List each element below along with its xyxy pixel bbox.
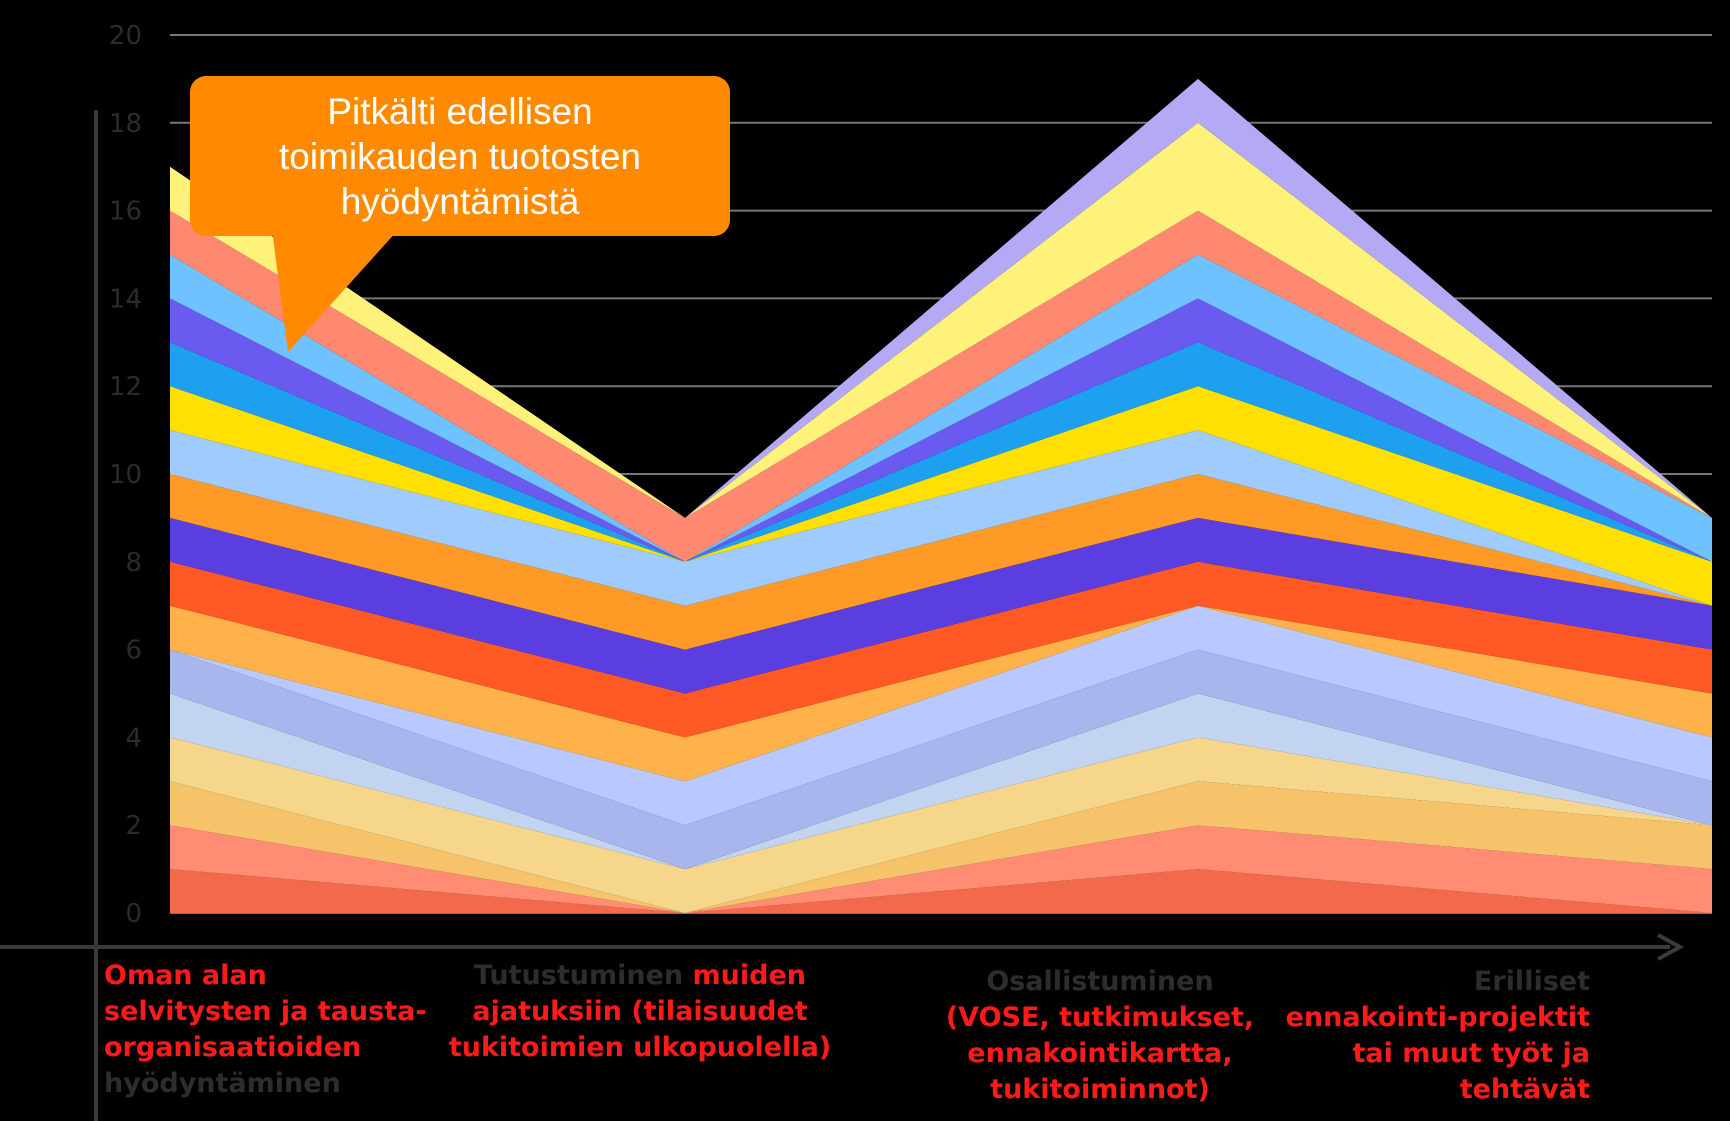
callout-line-1: Pitkälti edellisen [327, 90, 593, 132]
category-label-2-highlight: (VOSE, tutkimukset, ennakointikartta, tu… [945, 1002, 1255, 1105]
category-label-0: Oman alan selvitysten ja tausta-organisa… [104, 958, 434, 1102]
category-label-2-normal: Osallistuminen [986, 966, 1214, 997]
area-layer-8 [170, 561, 1712, 738]
y-tick-label: 2 [125, 811, 142, 841]
category-label-1: Tutustuminen muiden ajatuksiin (tilaisuu… [440, 958, 840, 1066]
callout-line-2: toimikauden tuotosten [278, 135, 641, 177]
area-layer-9 [170, 517, 1712, 694]
category-label-1-highlight: muiden ajatuksiin (tilaisuudet tukitoimi… [448, 960, 832, 1063]
area-layer-5 [170, 649, 1712, 870]
area-layer-19 [170, 78, 1712, 518]
y-tick-label: 8 [125, 548, 142, 578]
area-layer-12 [170, 386, 1712, 606]
area-layer-1 [170, 825, 1712, 913]
area-layer-4 [170, 693, 1712, 870]
area-layer-7 [170, 605, 1712, 782]
x-axis-arrowhead [1657, 933, 1685, 961]
area-layer-2 [170, 781, 1712, 913]
y-tick-label: 18 [109, 109, 142, 139]
area-layer-6 [170, 605, 1712, 826]
y-tick-label: 6 [125, 636, 142, 666]
category-label-3: Erilliset ennakointi-projektit tai muut … [1250, 964, 1590, 1108]
callout-annotation: Pitkälti edellisen toimikauden tuotosten… [190, 76, 730, 236]
category-label-0-normal: hyödyntäminen [104, 1068, 341, 1099]
callout-line-3: hyödyntämistä [340, 180, 580, 222]
y-tick-label: 12 [109, 372, 142, 402]
area-layer-0 [170, 869, 1712, 913]
area-layer-3 [170, 737, 1712, 913]
y-tick-label: 10 [109, 460, 142, 490]
y-tick-label: 16 [109, 197, 142, 227]
y-tick-label: 4 [125, 723, 142, 753]
category-label-3-highlight: ennakointi-projektit tai muut työt ja te… [1285, 1002, 1590, 1105]
category-label-3-normal: Erilliset [1473, 966, 1590, 997]
category-label-2: Osallistuminen (VOSE, tutkimukset, ennak… [905, 964, 1295, 1108]
y-axis-ticks: 0 2 4 6 8 10 12 14 16 18 20 [109, 21, 142, 929]
area-layer-15 [170, 254, 1712, 562]
area-layer-11 [170, 430, 1712, 606]
callout-tail [272, 230, 398, 352]
area-layers [170, 78, 1712, 913]
area-layer-16 [170, 210, 1712, 562]
y-tick-label: 20 [109, 21, 142, 51]
y-tick-label: 0 [125, 899, 142, 929]
category-label-0-highlight: Oman alan selvitysten ja tausta-organisa… [104, 960, 427, 1063]
area-layer-10 [170, 474, 1712, 650]
category-label-1-normal: Tutustuminen [473, 960, 684, 991]
y-tick-label: 14 [109, 284, 142, 314]
